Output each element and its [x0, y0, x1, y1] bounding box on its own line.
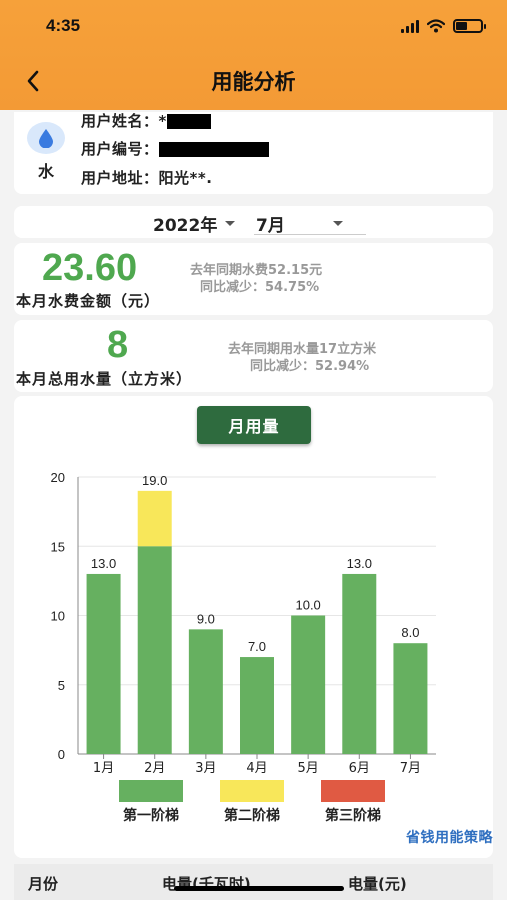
legend-item-tier2: 第二阶梯: [220, 780, 284, 825]
bar-segment: [137, 546, 172, 754]
caret-down-icon: [332, 221, 343, 226]
legend-swatch: [321, 780, 385, 802]
x-tick-label: 1月: [93, 761, 114, 776]
wifi-icon: [427, 19, 445, 33]
user-address-row: 用户地址：阳光**.: [81, 167, 212, 188]
user-address-value: 阳光**.: [158, 169, 213, 187]
date-selector-card: 2022年 7月: [14, 206, 493, 238]
user-id-row: 用户编号：: [81, 138, 269, 159]
signal-icon: [401, 19, 419, 33]
monthly-usage-button[interactable]: 月用量: [197, 406, 311, 444]
bar-value-label: 19.0: [142, 473, 167, 488]
user-name-label: 用户姓名：: [81, 112, 159, 130]
fee-label: 本月水费金额（元）: [16, 292, 161, 310]
legend-label: 第一阶梯: [123, 808, 179, 824]
legend-label: 第三阶梯: [325, 808, 381, 824]
usage-last-year: 去年同期用水量17立方米: [228, 342, 377, 357]
usage-bar-chart: 0 5 10 15 20 13.0 1月 19.0 2月 9.0 3月 7.0 4月 10.0 5月 13.0…: [51, 470, 436, 776]
legend-swatch: [220, 780, 284, 802]
bar-value-label: 9.0: [197, 611, 215, 626]
fee-last-year: 去年同期水费52.15元: [190, 263, 323, 278]
status-icons: [401, 19, 486, 33]
chevron-left-icon: [27, 70, 39, 92]
legend-item-tier1: 第一阶梯: [119, 780, 183, 825]
battery-icon: [453, 19, 486, 33]
user-id-label: 用户编号：: [81, 140, 159, 158]
y-tick-label: 20: [51, 470, 65, 485]
bar-value-label: 7.0: [248, 639, 266, 654]
x-tick-label: 7月: [400, 761, 421, 776]
year-select[interactable]: 2022年: [153, 211, 236, 236]
saving-tips-link[interactable]: 省钱用能策略: [406, 830, 493, 846]
x-tick-label: 5月: [298, 761, 319, 776]
legend-label: 第二阶梯: [224, 808, 280, 824]
bar-segment: [291, 615, 326, 754]
usage-comparison: 去年同期用水量17立方米 同比减少：52.94%: [228, 341, 376, 375]
year-value: 2022年: [153, 216, 218, 236]
usage-amount: 8: [107, 324, 129, 366]
x-tick-label: 2月: [144, 761, 165, 776]
x-tick-label: 6月: [349, 761, 370, 776]
bar-value-label: 8.0: [401, 625, 419, 640]
y-tick-label: 10: [51, 609, 65, 624]
water-drop-icon: [39, 129, 53, 148]
bar-value-label: 13.0: [91, 556, 116, 571]
home-indicator: [174, 886, 344, 891]
month-value: 7月: [256, 216, 285, 236]
bar-segment: [240, 657, 274, 754]
legend-swatch: [119, 780, 183, 802]
utility-type-label: 水: [38, 162, 55, 181]
bar-segment: [137, 490, 172, 547]
water-drop-badge: [27, 122, 65, 154]
back-button[interactable]: [18, 64, 48, 98]
redaction-box: [158, 142, 269, 157]
bar-segment: [393, 643, 428, 754]
redaction-box: [166, 114, 211, 129]
column-month: 月份: [28, 875, 59, 893]
usage-label: 本月总用水量（立方米）: [16, 370, 193, 388]
user-name-row: 用户姓名：*: [81, 110, 211, 131]
x-tick-label: 4月: [246, 761, 267, 776]
select-underline: [254, 234, 366, 235]
status-time: 4:35: [46, 16, 81, 35]
bar-value-label: 10.0: [295, 598, 320, 613]
page-title: 用能分析: [211, 70, 296, 94]
user-name-value: *: [158, 112, 167, 130]
fee-amount: 23.60: [42, 247, 138, 289]
caret-down-icon: [225, 221, 236, 226]
y-tick-label: 0: [58, 747, 65, 762]
x-tick-label: 3月: [195, 761, 216, 776]
usage-change: 同比减少：52.94%: [250, 359, 370, 374]
fee-change: 同比减少：54.75%: [200, 280, 320, 295]
bar-value-label: 13.0: [347, 556, 372, 571]
user-address-label: 用户地址：: [81, 169, 159, 187]
y-tick-label: 15: [51, 539, 65, 554]
y-tick-label: 5: [58, 678, 65, 693]
bar-segment: [86, 573, 121, 754]
usage-card: 8 本月总用水量（立方米） 去年同期用水量17立方米 同比减少：52.94%: [14, 320, 493, 392]
column-yuan: 电量(元): [348, 875, 407, 893]
table-header: 月份 电量(千瓦时) 电量(元): [14, 864, 493, 900]
bar-segment: [188, 629, 223, 754]
month-select[interactable]: 7月: [256, 211, 343, 236]
user-info-card: 水 用户姓名：* 用户编号： 用户地址：阳光**.: [14, 112, 493, 194]
bar-segment: [342, 573, 377, 754]
legend-item-tier3: 第三阶梯: [321, 780, 385, 825]
top-bar: 4:35 用能分析: [0, 0, 507, 110]
fee-card: 23.60 本月水费金额（元） 去年同期水费52.15元 同比减少：54.75%: [14, 243, 493, 315]
fee-comparison: 去年同期水费52.15元 同比减少：54.75%: [190, 262, 322, 296]
chart-card: 月用量 0 5 10 15 20 13.0 1月 19.0 2月 9.0 3月 7.0 4月 10.0 5月…: [14, 396, 493, 858]
